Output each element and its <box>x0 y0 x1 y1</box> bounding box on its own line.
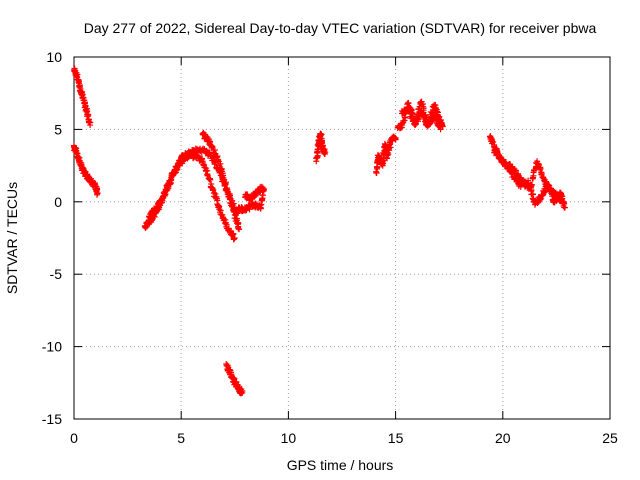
data-point <box>259 184 266 191</box>
x-tick-label: 20 <box>495 430 511 446</box>
y-tick-label: 0 <box>54 194 62 210</box>
data-point <box>222 180 229 187</box>
x-axis-label: GPS time / hours <box>287 457 394 473</box>
data-point <box>317 131 324 138</box>
series-segment <box>242 183 266 204</box>
data-point <box>549 191 556 198</box>
data-point <box>508 169 515 176</box>
series-segment <box>199 129 243 233</box>
data-point <box>223 179 230 186</box>
chart-title: Day 277 of 2022, Sidereal Day-to-day VTE… <box>84 20 597 36</box>
x-tick-label: 0 <box>70 430 78 446</box>
y-tick-label: 10 <box>46 49 62 65</box>
data-point <box>215 157 222 164</box>
data-point <box>228 371 235 378</box>
data-point <box>87 122 94 129</box>
data-point <box>437 126 444 133</box>
data-point <box>561 204 568 211</box>
plot-frame <box>73 56 611 420</box>
data-point <box>321 151 328 158</box>
data-point <box>236 226 243 233</box>
series-segment <box>223 360 246 397</box>
grid <box>74 57 610 419</box>
data-point <box>408 113 415 120</box>
data-point <box>181 154 188 161</box>
series-segment <box>399 104 444 133</box>
data-point <box>209 143 216 150</box>
data-point <box>542 188 549 195</box>
series-segment <box>313 130 329 165</box>
data-point <box>407 108 414 115</box>
series-segment <box>491 147 568 211</box>
data-point <box>538 170 545 177</box>
data-point <box>373 168 380 175</box>
data-point <box>216 206 223 213</box>
y-axis-label: SDTVAR / TECUs <box>4 182 20 294</box>
y-tick-label: -5 <box>50 266 63 282</box>
data-point <box>515 170 522 177</box>
series-segment <box>373 133 399 176</box>
data-point <box>239 389 246 396</box>
data-point <box>419 110 426 117</box>
data-point <box>382 146 389 153</box>
data-point <box>159 194 166 201</box>
x-tick-label: 15 <box>388 430 404 446</box>
data-point <box>210 186 217 193</box>
data-point <box>94 190 101 197</box>
data-point <box>169 172 176 179</box>
x-tick-label: 25 <box>602 430 618 446</box>
data-point <box>421 114 428 121</box>
data-point <box>231 235 238 241</box>
data-point <box>207 176 214 183</box>
x-tick-label: 10 <box>281 430 297 446</box>
data-point <box>392 135 399 142</box>
data-point <box>215 202 222 209</box>
data-point <box>235 225 242 232</box>
axis-ticks: 0 5 10 15 20 25 -15 -10 -5 0 5 10 <box>42 49 618 446</box>
y-tick-label: -15 <box>42 411 62 427</box>
data-point <box>398 120 405 127</box>
y-tick-label: 5 <box>54 121 62 137</box>
series-segment <box>70 142 101 198</box>
y-tick-label: -10 <box>42 339 62 355</box>
data-point <box>170 170 177 177</box>
series-segment <box>71 65 94 129</box>
data-points <box>70 65 568 397</box>
data-point <box>490 138 497 145</box>
data-point <box>165 181 172 188</box>
data-point <box>212 194 219 201</box>
data-point <box>537 165 544 172</box>
x-tick-label: 5 <box>177 430 185 446</box>
